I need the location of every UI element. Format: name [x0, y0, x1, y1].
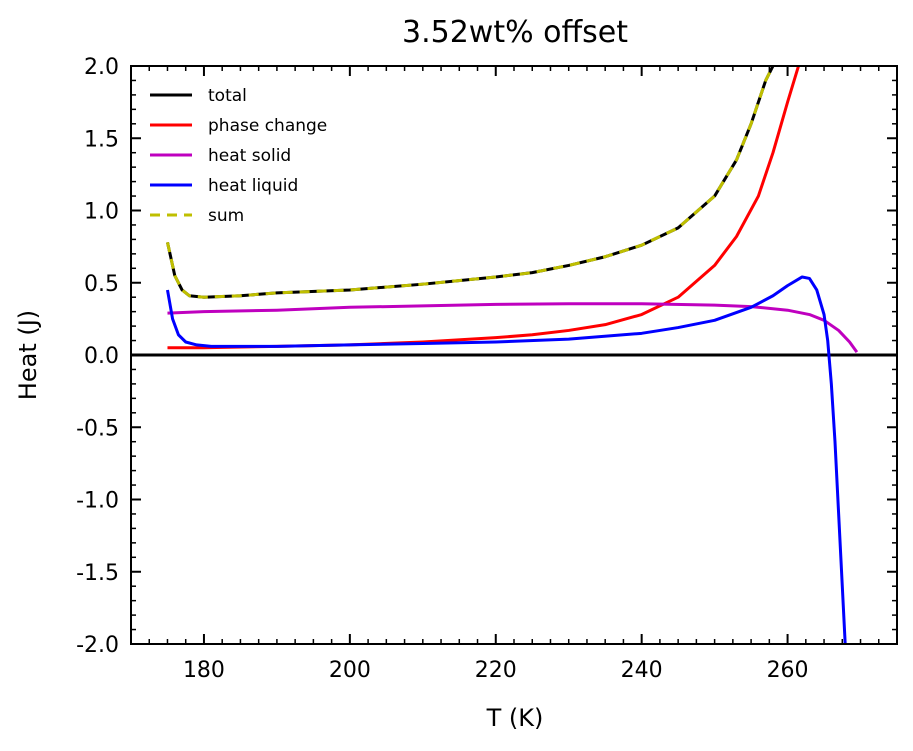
- x-tick-label: 260: [767, 658, 809, 683]
- x-tick-label: 220: [475, 658, 517, 683]
- y-tick-label: 0.5: [84, 272, 119, 297]
- x-tick-label: 240: [621, 658, 663, 683]
- y-tick-label: 1.5: [84, 127, 119, 152]
- legend: total phase change heat solid heat liquid su…: [150, 86, 327, 226]
- x-axis-label: T (K): [486, 704, 544, 732]
- series-line-heat-solid: [167, 302, 859, 353]
- legend-label: heat liquid: [208, 176, 298, 196]
- series-line-heat-liquid: [166, 275, 847, 644]
- series-line-total: [166, 66, 775, 299]
- y-tick-label: 2.0: [84, 55, 119, 80]
- legend-label: heat solid: [208, 146, 291, 166]
- legend-label: sum: [208, 206, 244, 226]
- legend-label: phase change: [208, 116, 327, 136]
- legend-label: total: [208, 86, 247, 106]
- y-tick-label: -2.0: [76, 633, 119, 658]
- plot-area: 180 200 220 240 260 -2.0 -1.5 -1.0 -0.5 0.0 0.5 1.0…: [76, 55, 898, 683]
- y-tick-label: -1.5: [76, 561, 119, 586]
- y-axis-label: Heat (J): [14, 310, 42, 400]
- chart-title: 3.52wt% offset: [402, 15, 628, 50]
- x-tick-label: 200: [329, 658, 371, 683]
- y-tick-label: 1.0: [84, 200, 119, 225]
- y-tick-label: -1.0: [76, 489, 119, 514]
- y-tick-label: 0.0: [84, 344, 119, 369]
- x-tick-label: 180: [183, 658, 225, 683]
- y-tick-label: -0.5: [76, 416, 119, 441]
